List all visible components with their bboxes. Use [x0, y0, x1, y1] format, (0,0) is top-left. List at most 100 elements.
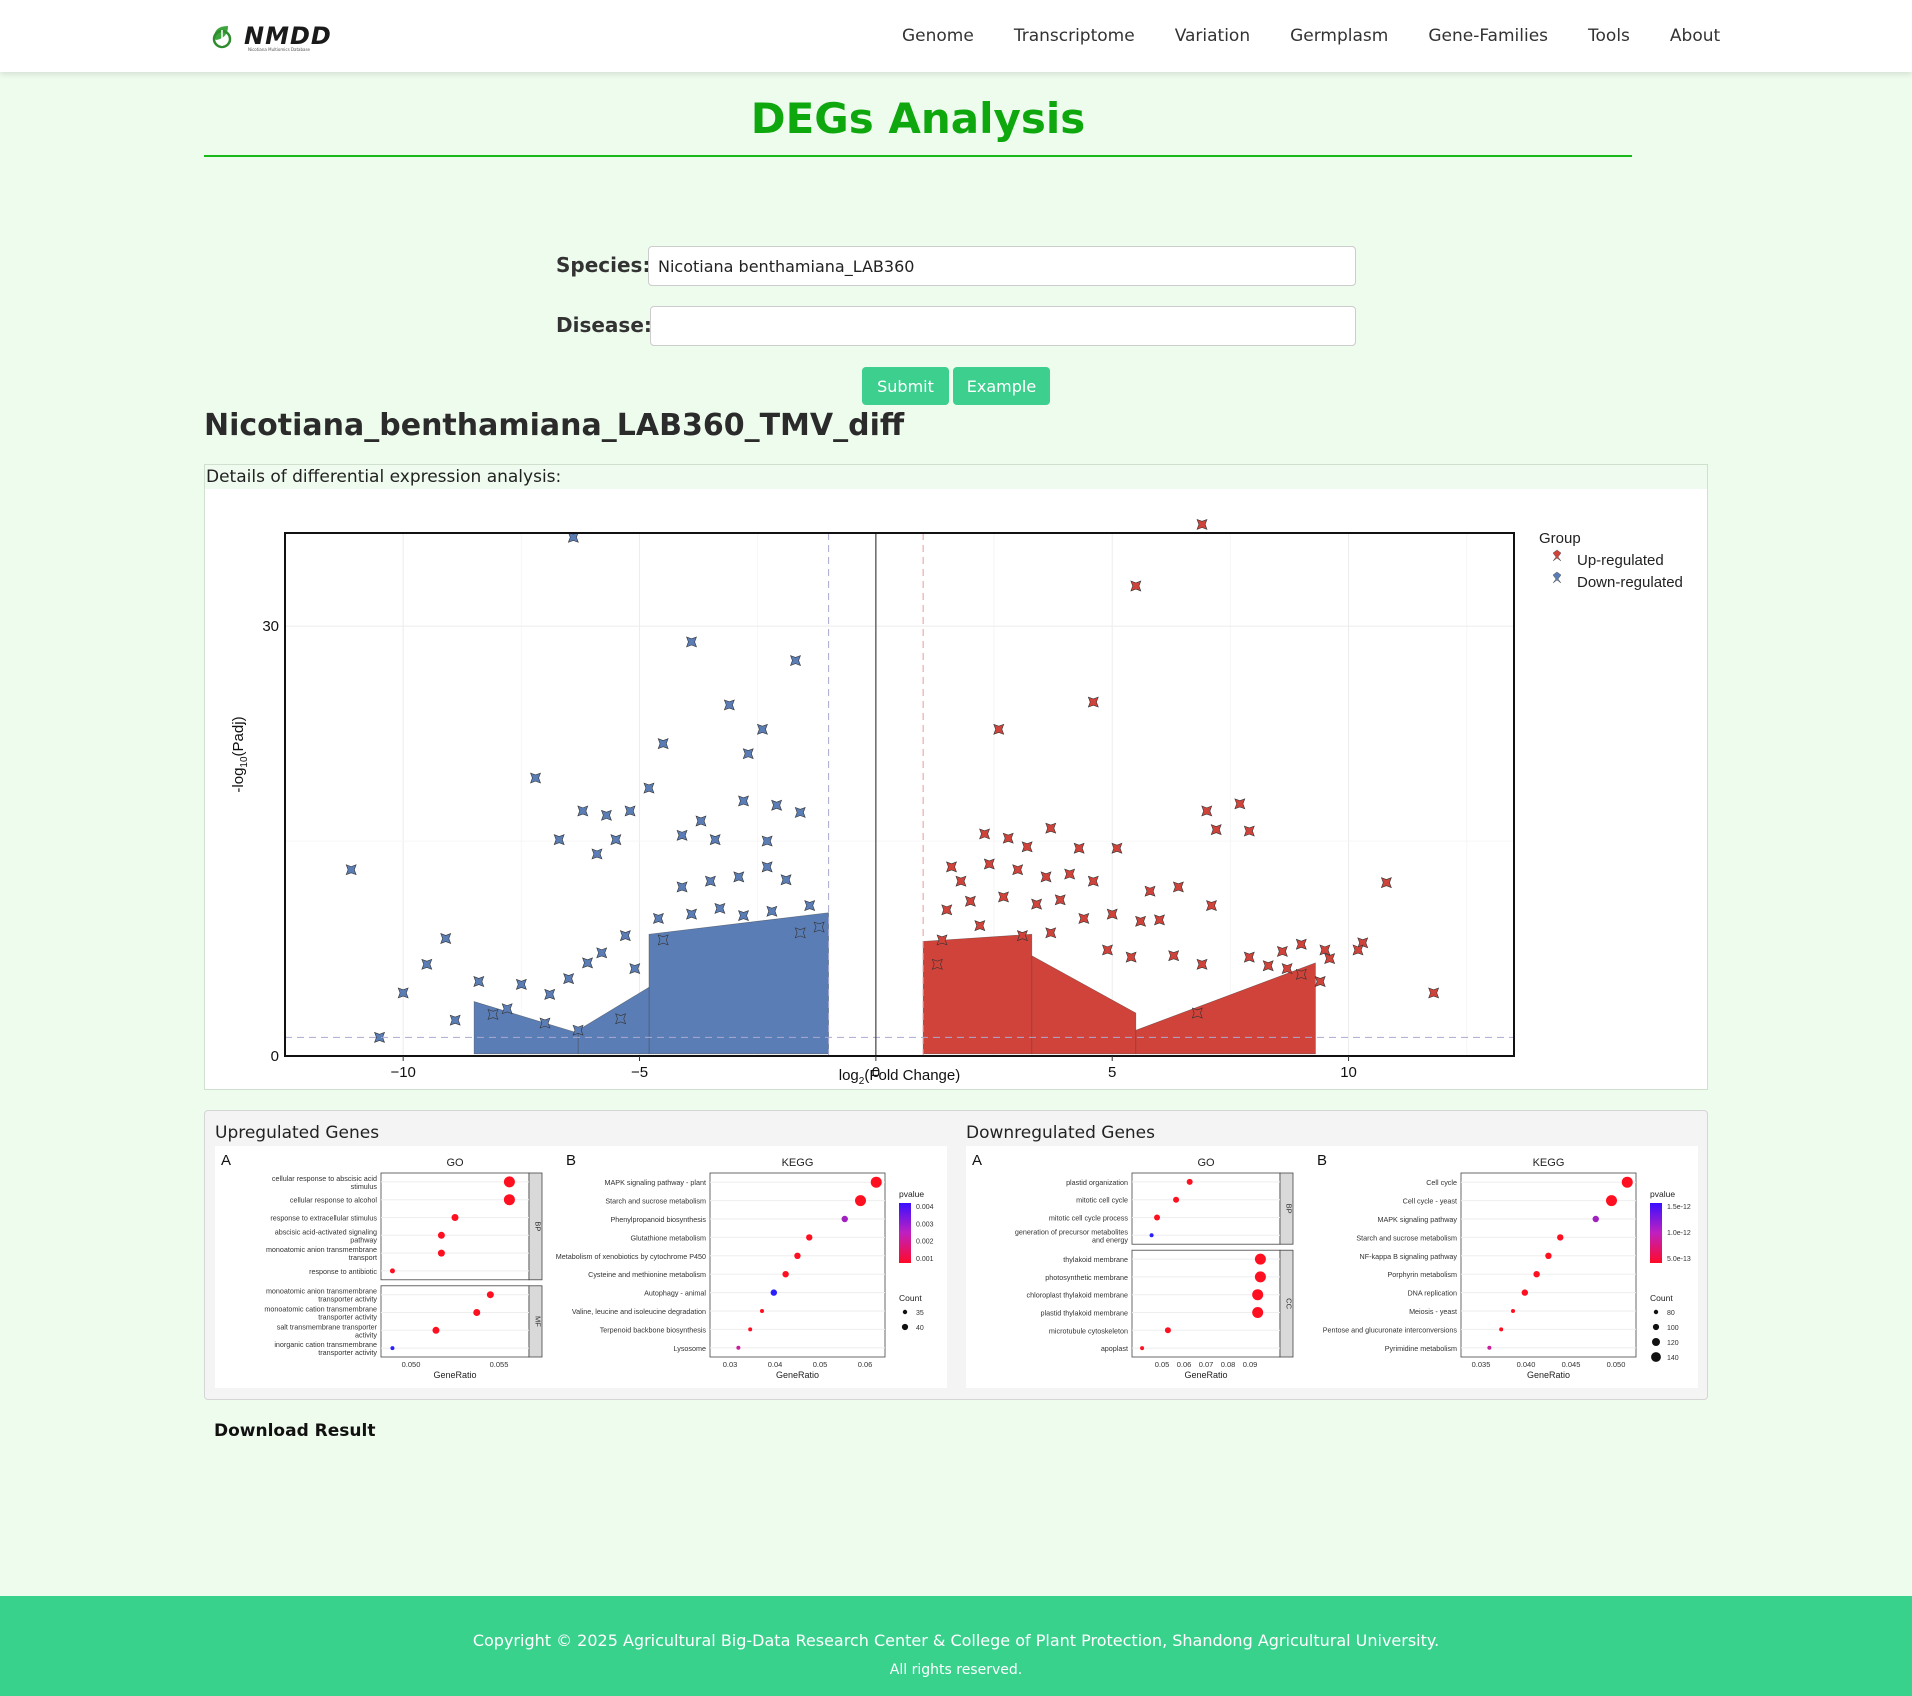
term-label: Cell cycle - yeast	[1403, 1197, 1457, 1206]
panel-title: GO	[446, 1157, 464, 1169]
down-regulated-point	[544, 988, 556, 1000]
x-tick-label: 5	[1108, 1064, 1116, 1081]
example-button[interactable]: Example	[953, 367, 1050, 405]
enrichment-dot	[1254, 1253, 1266, 1265]
nav-variation[interactable]: Variation	[1174, 26, 1251, 46]
x-axis-label: GeneRatio	[433, 1370, 476, 1380]
pvalue-colorbar	[1650, 1203, 1662, 1263]
down-regulated-point	[804, 900, 816, 912]
down-regulated-point	[695, 815, 707, 827]
up-regulated-point	[1281, 963, 1293, 975]
panel-letter: B	[1317, 1152, 1327, 1169]
enrichment-dot	[390, 1346, 395, 1351]
x-tick-label: 0.05	[1155, 1360, 1170, 1369]
download-result-link[interactable]: Download Result	[214, 1421, 376, 1441]
title-divider	[204, 155, 1632, 157]
down-regulated-point	[761, 835, 773, 847]
down-regulated-point	[738, 795, 749, 807]
facet-frame	[1131, 1172, 1281, 1245]
count-tick: 120	[1667, 1340, 1679, 1347]
enrichment-dot	[1154, 1214, 1161, 1221]
term-label: thylakoid membrane	[1063, 1255, 1128, 1264]
count-tick: 35	[916, 1310, 924, 1317]
pvalue-tick: 0.003	[916, 1221, 934, 1228]
submit-button[interactable]: Submit	[862, 367, 949, 405]
x-axis-label: GeneRatio	[1527, 1370, 1570, 1380]
x-axis-label: log2(Fold Change)	[839, 1067, 960, 1087]
downregulated-enrichment-image: A GO BP plastid organization mitotic cell cy…	[966, 1146, 1698, 1388]
up-regulated-point	[1210, 824, 1222, 836]
site-logo[interactable]: NMDD Nicotiana Multiomics Database	[208, 20, 332, 52]
plot-background	[285, 533, 1514, 1056]
term-label: Pyrimidine metabolism	[1385, 1344, 1457, 1353]
nav-about[interactable]: About	[1669, 26, 1721, 46]
enrichment-dot	[389, 1268, 395, 1274]
nav-genome[interactable]: Genome	[902, 26, 974, 46]
pvalue-colorbar	[899, 1203, 911, 1263]
plot-border	[284, 532, 1515, 1057]
enrichment-dot	[1252, 1289, 1264, 1301]
enrichment-dot	[1140, 1346, 1145, 1351]
plot-frame	[1460, 1172, 1637, 1358]
facet-label: MF	[534, 1316, 543, 1327]
term-label: Terpenoid backbone biosynthesis	[600, 1325, 707, 1334]
upregulated-title: Upregulated Genes	[215, 1123, 380, 1143]
nav-transcriptome[interactable]: Transcriptome	[1013, 26, 1135, 46]
term-label: transporter activity	[318, 1295, 377, 1304]
nav-gene-families[interactable]: Gene-Families	[1428, 26, 1549, 46]
down-regulated-point	[572, 1024, 584, 1036]
enrichment-dot	[1533, 1271, 1540, 1278]
up-regulated-point	[993, 723, 1005, 735]
count-tick: 40	[916, 1325, 924, 1332]
up-regulated-point	[1021, 841, 1033, 853]
kegg-enrichment-panel: B KEGG MAPK signaling pathway - plant Starc…	[556, 1152, 934, 1380]
enrichment-dot	[1621, 1176, 1633, 1188]
leaf-logo-icon	[212, 26, 232, 49]
down-regulated-point	[619, 930, 631, 942]
term-label: microtubule cytoskeleton	[1049, 1326, 1128, 1335]
up-regulated-point	[998, 891, 1009, 903]
nav-tools[interactable]: Tools	[1588, 26, 1630, 46]
up-regulated-point	[1295, 968, 1307, 980]
axis-ticks: −10 −5 0 5 10 0 30	[262, 618, 1357, 1081]
term-label: and energy	[1092, 1235, 1128, 1244]
up-regulated-point	[1087, 875, 1099, 887]
term-label: pathway	[350, 1235, 377, 1244]
enrichment-dot	[503, 1176, 515, 1188]
facet-strip	[528, 1172, 543, 1281]
term-label: Cell cycle	[1426, 1178, 1457, 1187]
plot-frame	[709, 1172, 886, 1358]
legend-down-label: Down-regulated	[1577, 574, 1683, 591]
footer: Copyright © 2025 Agricultural Big-Data R…	[0, 1596, 1912, 1696]
term-label: Phenylpropanoid biosynthesis	[611, 1215, 707, 1224]
species-input[interactable]	[648, 246, 1356, 286]
x-tick-label: 0.05	[813, 1360, 828, 1369]
down-regulated-point	[591, 848, 603, 860]
x-tick-label: 0.06	[1177, 1360, 1192, 1369]
go-enrichment-panel: A GO BP plastid organization mitotic cell cy…	[972, 1152, 1294, 1380]
up-regulated-point	[1295, 938, 1307, 950]
term-label: stimulus	[351, 1182, 378, 1191]
up-regulated-point	[1276, 945, 1288, 957]
plot-grid	[285, 533, 1514, 1057]
term-label: MAPK signaling pathway - plant	[605, 1178, 706, 1187]
down-regulated-point	[615, 1013, 627, 1025]
x-tick-label: −5	[631, 1064, 648, 1081]
enrichment-dot	[1592, 1215, 1599, 1223]
disease-input[interactable]	[650, 306, 1356, 346]
up-regulated-point	[946, 861, 957, 873]
x-tick-label: 0.050	[402, 1360, 421, 1369]
down-regulated-point	[643, 782, 655, 794]
pvalue-tick: 0.004	[916, 1204, 934, 1211]
term-label: apoplast	[1101, 1344, 1128, 1353]
nav-germplasm[interactable]: Germplasm	[1290, 26, 1389, 46]
up-regulated-point	[1352, 944, 1364, 956]
legend: Group Up-regulated Down-regulated	[1539, 530, 1683, 591]
term-label: transporter activity	[318, 1313, 377, 1322]
term-label: generation of precursor metabolites	[1015, 1227, 1128, 1236]
enrichment-dot	[1557, 1234, 1564, 1241]
plot-frame	[284, 532, 1515, 1057]
term-label: Lysosome	[674, 1344, 707, 1353]
plot-points	[345, 518, 1440, 1043]
